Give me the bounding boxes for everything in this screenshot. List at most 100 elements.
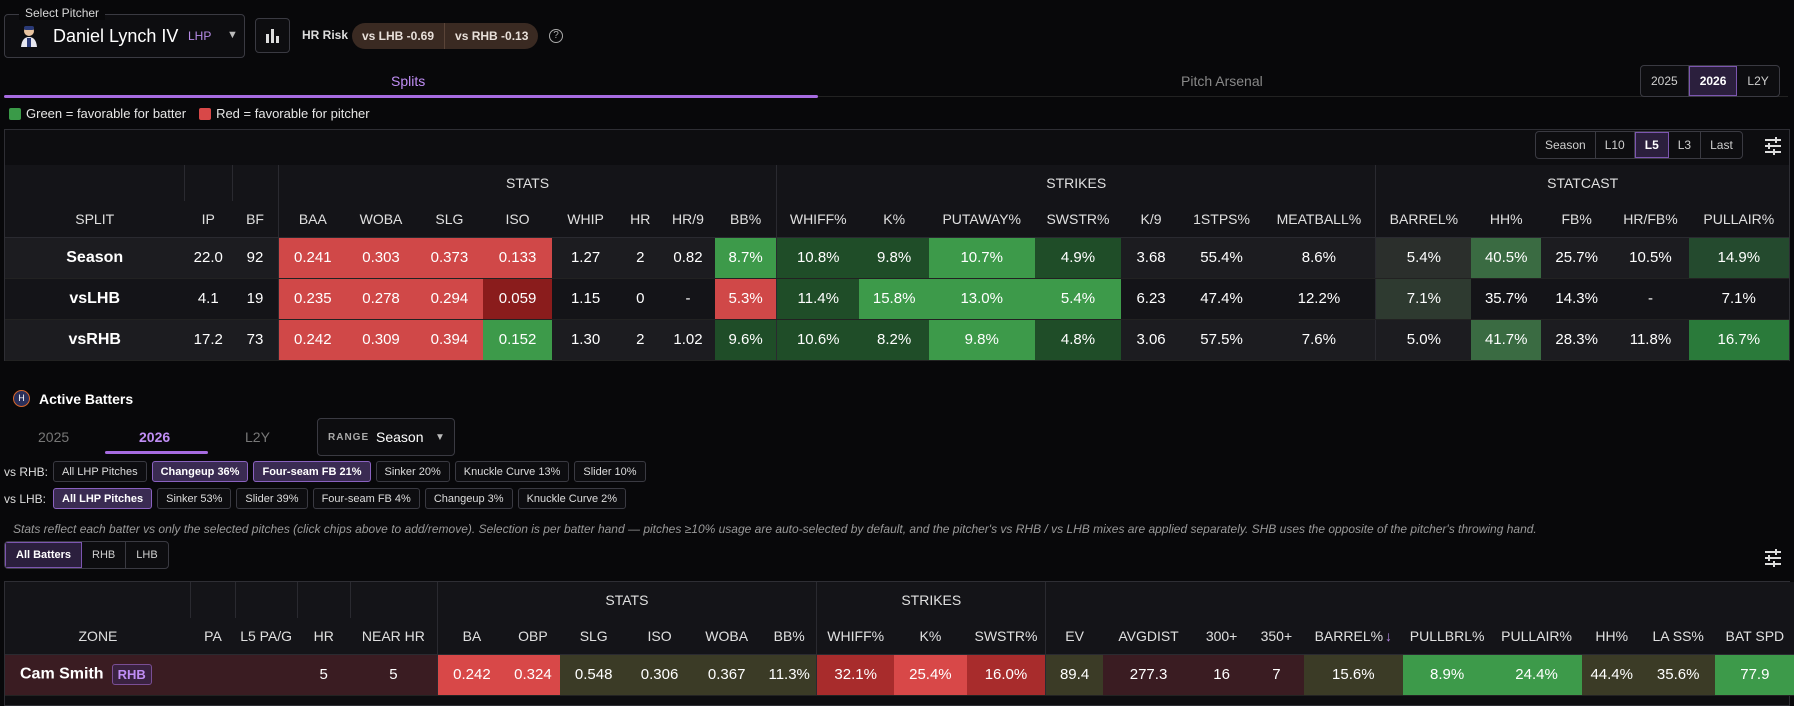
pitch-chip-changeup-36[interactable]: Changeup 36% — [151, 461, 249, 482]
cell-iso: 0.152 — [483, 319, 552, 361]
pitch-chip-sinker-53[interactable]: Sinker 53% — [157, 488, 232, 509]
pitch-chip-all-lhp-pitches[interactable]: All LHP Pitches — [53, 488, 153, 509]
year-l2y-button[interactable]: L2Y — [1747, 74, 1769, 88]
col-bf[interactable]: BF — [232, 201, 279, 238]
col-l5-pa-g[interactable]: L5 PA/G — [235, 618, 298, 655]
col-hh[interactable]: HH% — [1581, 618, 1642, 655]
col-pa[interactable]: PA — [190, 618, 236, 655]
help-icon[interactable]: ? — [549, 29, 563, 43]
pitch-chip-sinker-20[interactable]: Sinker 20% — [375, 461, 450, 482]
year-2025-button[interactable]: 2025 — [1641, 66, 1689, 96]
filter-lhb[interactable]: LHB — [136, 549, 158, 561]
col-avgdist[interactable]: AVGDIST — [1102, 618, 1195, 655]
cell-barrel: 15.6% — [1303, 654, 1403, 696]
col-whip[interactable]: WHIP — [551, 201, 620, 238]
cell-woba: 0.367 — [691, 654, 763, 696]
col-la-ss[interactable]: LA SS% — [1641, 618, 1715, 655]
col-meatball[interactable]: MEATBALL% — [1262, 201, 1376, 238]
red-swatch — [199, 107, 212, 120]
chart-button[interactable] — [255, 18, 290, 53]
col-slg[interactable]: SLG — [415, 201, 484, 238]
pitch-chip-all-lhp-pitches[interactable]: All LHP Pitches — [53, 461, 147, 482]
col-label: OBP — [518, 627, 548, 644]
cell-putaway: 9.8% — [928, 319, 1035, 361]
col-bat-spd[interactable]: BAT SPD — [1714, 618, 1794, 655]
col-whiff[interactable]: WHIFF% — [816, 618, 895, 655]
col-pullair[interactable]: PULLAIR% — [1688, 201, 1789, 238]
range-select[interactable]: RANGE Season ▼ — [317, 418, 455, 456]
settings-sliders-icon[interactable] — [1764, 137, 1782, 155]
col-slg[interactable]: SLG — [559, 618, 628, 655]
col-hr-fb[interactable]: HR/FB% — [1612, 201, 1689, 238]
cell-l5-pa-g — [235, 654, 298, 696]
batters-year-l2y-tab[interactable]: L2Y — [245, 429, 270, 445]
col-iso[interactable]: ISO — [483, 201, 552, 238]
year-2026-button[interactable]: 2026 — [1688, 66, 1738, 96]
col-k[interactable]: K% — [859, 201, 929, 238]
col-pullair[interactable]: PULLAIR% — [1491, 618, 1582, 655]
col-pullbrl[interactable]: PULLBRL% — [1402, 618, 1492, 655]
col-label: 300+ — [1205, 627, 1238, 644]
pitch-chip-four-seam-fb-21[interactable]: Four-seam FB 21% — [253, 461, 371, 482]
window-l10-button[interactable]: L10 — [1596, 132, 1635, 158]
window-l5-button[interactable]: L5 — [1634, 132, 1669, 158]
cell-whiff: 10.8% — [776, 237, 860, 279]
col-zone[interactable]: ZONE — [5, 618, 191, 655]
cell-bb: 11.3% — [762, 654, 817, 696]
col-fb[interactable]: FB% — [1541, 201, 1613, 238]
col-woba[interactable]: WOBA — [346, 201, 416, 238]
col-hr-9[interactable]: HR/9 — [660, 201, 716, 238]
col-ev[interactable]: EV — [1045, 618, 1103, 655]
pitch-chip-slider-10[interactable]: Slider 10% — [574, 461, 646, 482]
col-barrel[interactable]: BARREL% — [1375, 201, 1472, 238]
col-putaway[interactable]: PUTAWAY% — [928, 201, 1035, 238]
batter-row[interactable]: Cam Smith RHB 5 5 0.242 0.324 0.548 0.306 0.367 1… — [5, 654, 1794, 696]
window-season-button[interactable]: Season — [1536, 132, 1596, 158]
col-bb[interactable]: BB% — [762, 618, 817, 655]
col-hr[interactable]: HR — [297, 618, 351, 655]
cell-bat-spd: 77.9 — [1714, 654, 1794, 696]
pitch-chip-knuckle-curve-13[interactable]: Knuckle Curve 13% — [454, 461, 570, 482]
col-k[interactable]: K% — [894, 618, 967, 655]
split-label: Season — [5, 237, 185, 279]
col-ip[interactable]: IP — [184, 201, 233, 238]
col-ba[interactable]: BA — [436, 618, 507, 655]
col-k-9[interactable]: K/9 — [1121, 201, 1181, 238]
col-hh[interactable]: HH% — [1471, 201, 1542, 238]
pitch-chip-changeup-3[interactable]: Changeup 3% — [424, 488, 513, 509]
col-swstr[interactable]: SWSTR% — [1034, 201, 1122, 238]
tab-pitch-arsenal[interactable]: Pitch Arsenal — [1181, 73, 1263, 89]
cell-k: 8.2% — [859, 319, 929, 361]
col-baa[interactable]: BAA — [277, 201, 347, 238]
pitcher-select[interactable]: Select Pitcher Daniel Lynch IV LHP ▼ — [4, 6, 245, 58]
col-whiff[interactable]: WHIFF% — [776, 201, 860, 238]
cell-bf: 19 — [232, 278, 279, 320]
batters-year-2025-tab[interactable]: 2025 — [38, 429, 70, 445]
col-350[interactable]: 350+ — [1249, 618, 1304, 655]
window-last-button[interactable]: Last — [1710, 138, 1733, 152]
col-1stps[interactable]: 1STPS% — [1180, 201, 1263, 238]
col-bb[interactable]: BB% — [715, 201, 777, 238]
col-obp[interactable]: OBP — [506, 618, 560, 655]
col-swstr[interactable]: SWSTR% — [966, 618, 1046, 655]
filter-rhb[interactable]: RHB — [82, 542, 127, 568]
active-batters-title: Active Batters — [39, 391, 134, 407]
pitch-chip-slider-39[interactable]: Slider 39% — [236, 488, 308, 509]
col-split[interactable]: SPLIT — [5, 201, 185, 238]
window-l3-button[interactable]: L3 — [1669, 132, 1702, 158]
col-barrel[interactable]: BARREL% ↓ — [1303, 618, 1403, 655]
pitch-chip-four-seam-fb-4[interactable]: Four-seam FB 4% — [312, 488, 420, 509]
batter-name[interactable]: Cam Smith — [20, 665, 104, 683]
col-iso[interactable]: ISO — [627, 618, 692, 655]
pitch-chip-knuckle-curve-2[interactable]: Knuckle Curve 2% — [517, 488, 627, 509]
tab-splits[interactable]: Splits — [391, 73, 426, 89]
col-300[interactable]: 300+ — [1194, 618, 1249, 655]
col-woba[interactable]: WOBA — [691, 618, 763, 655]
settings-sliders-icon[interactable] — [1764, 549, 1782, 567]
col-hr[interactable]: HR — [619, 201, 661, 238]
filter-all-batters[interactable]: All Batters — [5, 542, 83, 568]
col-near-hr[interactable]: NEAR HR — [350, 618, 438, 655]
batters-year-2026-tab[interactable]: 2026 — [139, 429, 171, 445]
batter-cell[interactable]: Cam Smith RHB — [5, 654, 191, 696]
col-label: BARREL% — [1314, 627, 1384, 644]
